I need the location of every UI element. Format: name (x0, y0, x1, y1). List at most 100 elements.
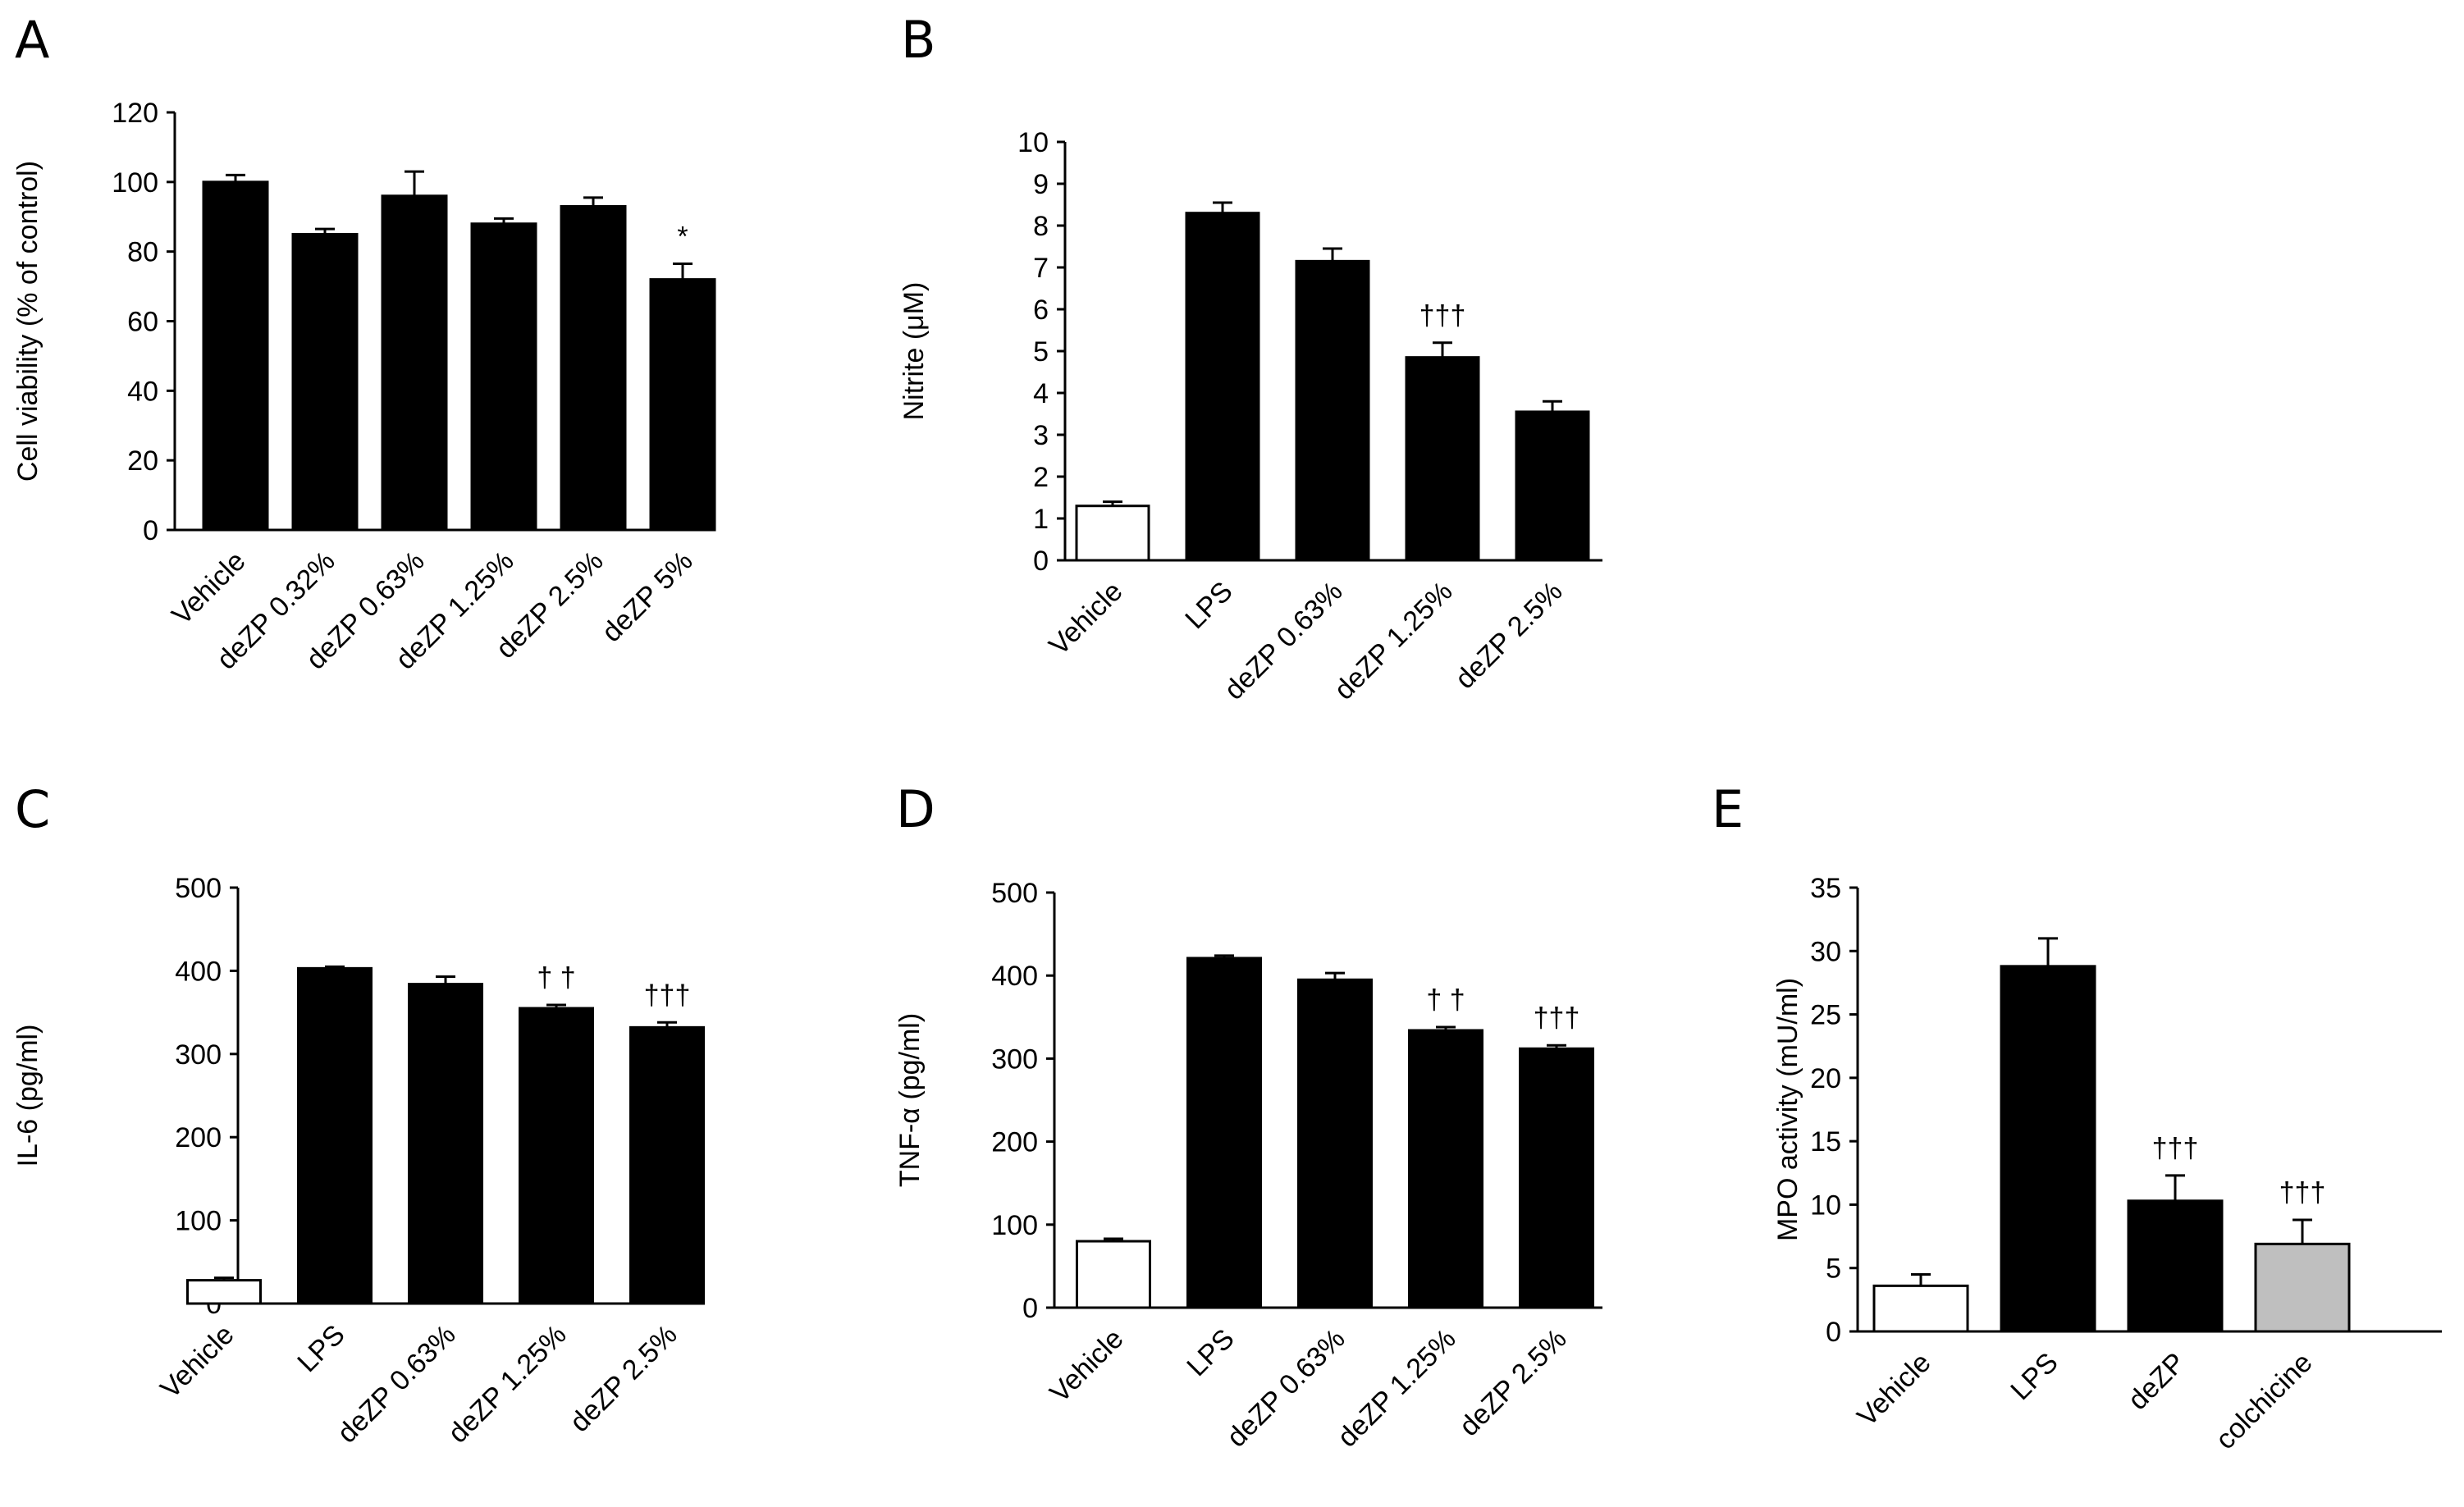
panel-a: A Cell viability (% of control) 0 20 40 60 80 1… (12, 10, 716, 676)
significance-mark-c: † † (537, 962, 575, 993)
y-axis-title-a: Cell viability (% of control) (12, 161, 43, 482)
x-tick-label-c: deZP 2.5% (564, 1319, 683, 1438)
bar-c (408, 983, 483, 1305)
bar-d (1297, 978, 1373, 1309)
bar-b (1295, 259, 1370, 562)
y-tick-label-a: 120 (112, 98, 158, 129)
bar-d (1186, 957, 1262, 1309)
y-tick-label-b: 4 (1033, 378, 1049, 409)
significance-mark-d: † † (1426, 984, 1465, 1016)
bar-e (2127, 1199, 2224, 1333)
bar-c (297, 966, 373, 1305)
x-tick-label-b: deZP 1.25% (1328, 576, 1459, 706)
y-tick-label-d: 100 (991, 1210, 1038, 1241)
bar-e (1872, 1284, 1969, 1333)
y-axis-title-e: MPO activity (mU/ml) (1772, 978, 1803, 1241)
bar-a (291, 232, 359, 532)
bar-c (519, 1007, 594, 1305)
y-tick-label-b: 1 (1033, 504, 1049, 535)
panel-letter-a: A (15, 10, 49, 70)
x-tick-label-e: Vehicle (1851, 1347, 1936, 1432)
y-tick-label-e: 0 (1826, 1317, 1841, 1348)
x-tick-label-c: deZP 1.25% (442, 1319, 573, 1450)
y-tick-label-b: 7 (1033, 253, 1049, 284)
significance-mark-e: ††† (2279, 1177, 2326, 1208)
x-tick-label-b: deZP 0.63% (1218, 576, 1349, 706)
x-tick-label-d: deZP 0.63% (1221, 1323, 1351, 1454)
significance-mark-a: * (677, 221, 688, 253)
y-tick-label-b: 10 (1017, 127, 1049, 158)
bar-a (381, 194, 448, 532)
y-tick-label-d: 400 (991, 961, 1038, 992)
x-tick-label-c: LPS (291, 1319, 350, 1378)
x-tick-label-d: LPS (1181, 1323, 1240, 1382)
y-tick-label-a: 100 (112, 167, 158, 199)
bar-a (470, 222, 537, 532)
y-tick-label-a: 80 (127, 237, 158, 268)
y-tick-label-e: 10 (1810, 1190, 1841, 1221)
bar-b (1185, 212, 1260, 562)
x-tick-label-d: deZP 2.5% (1453, 1323, 1572, 1442)
y-tick-label-d: 0 (1022, 1293, 1038, 1324)
x-tick-label-b: LPS (1179, 576, 1238, 635)
y-tick-label-a: 20 (127, 445, 158, 477)
panel-d: D TNF-α (pg/ml) 0 100 200 300 400 500 Vehicle LPS… (894, 779, 1602, 1454)
panel-letter-e: E (1712, 779, 1744, 839)
y-tick-label-d: 300 (991, 1043, 1038, 1075)
bar-b (1515, 410, 1590, 562)
y-tick-label-e: 30 (1810, 936, 1841, 967)
panel-e: E MPO activity (mU/ml) 0 5 10 15 20 25 30 35 Vehic… (1712, 779, 2442, 1455)
x-tick-label-a: Vehicle (166, 546, 251, 631)
bar-d (1076, 1240, 1151, 1309)
significance-mark-d: ††† (1534, 1002, 1580, 1034)
y-tick-label-b: 8 (1033, 211, 1049, 242)
bar-c (186, 1279, 262, 1305)
y-tick-label-b: 5 (1033, 336, 1049, 368)
y-tick-label-b: 3 (1033, 420, 1049, 451)
y-tick-label-c: 100 (175, 1206, 222, 1237)
x-tick-label-a: deZP 5% (596, 546, 698, 648)
panel-letter-d: D (896, 779, 935, 839)
y-tick-label-d: 200 (991, 1127, 1038, 1158)
x-tick-label-d: deZP 1.25% (1332, 1323, 1462, 1454)
bar-a (649, 278, 716, 532)
y-tick-label-c: 500 (175, 873, 222, 904)
y-tick-label-d: 500 (991, 878, 1038, 909)
bar-b (1075, 505, 1150, 562)
y-tick-label-e: 15 (1810, 1126, 1841, 1158)
x-tick-label-b: Vehicle (1043, 576, 1128, 661)
significance-mark-b: ††† (1419, 300, 1466, 331)
significance-mark-e: ††† (2152, 1133, 2199, 1164)
x-tick-label-c: deZP 0.63% (331, 1319, 462, 1450)
y-tick-label-e: 5 (1826, 1254, 1841, 1285)
y-tick-label-b: 9 (1033, 169, 1049, 200)
x-tick-label-b: deZP 2.5% (1449, 576, 1568, 695)
bar-b (1405, 356, 1480, 562)
y-tick-label-a: 60 (127, 307, 158, 338)
significance-mark-c: ††† (644, 980, 691, 1011)
x-tick-label-d: Vehicle (1044, 1323, 1129, 1409)
y-tick-label-a: 40 (127, 376, 158, 407)
panel-letter-b: B (901, 10, 936, 70)
bar-e (2254, 1242, 2351, 1333)
y-tick-label-e: 35 (1810, 873, 1841, 904)
y-tick-label-c: 400 (175, 956, 222, 987)
bar-d (1408, 1029, 1483, 1309)
x-tick-label-c: Vehicle (154, 1319, 240, 1404)
y-tick-label-c: 200 (175, 1122, 222, 1153)
y-tick-label-b: 0 (1033, 546, 1049, 577)
y-tick-label-e: 20 (1810, 1063, 1841, 1094)
bar-a (560, 205, 627, 532)
bar-e (2000, 965, 2096, 1333)
y-tick-label-b: 2 (1033, 462, 1049, 493)
panel-letter-c: C (15, 779, 50, 839)
y-tick-label-a: 0 (143, 515, 158, 546)
x-tick-label-e: colchicine (2210, 1347, 2318, 1455)
y-axis-title-c: IL-6 (pg/ml) (12, 1025, 43, 1167)
bar-d (1519, 1047, 1594, 1309)
y-axis-title-b: Nitrite (μM) (898, 282, 930, 421)
y-tick-label-c: 300 (175, 1039, 222, 1071)
x-tick-label-e: deZP (2122, 1347, 2191, 1416)
